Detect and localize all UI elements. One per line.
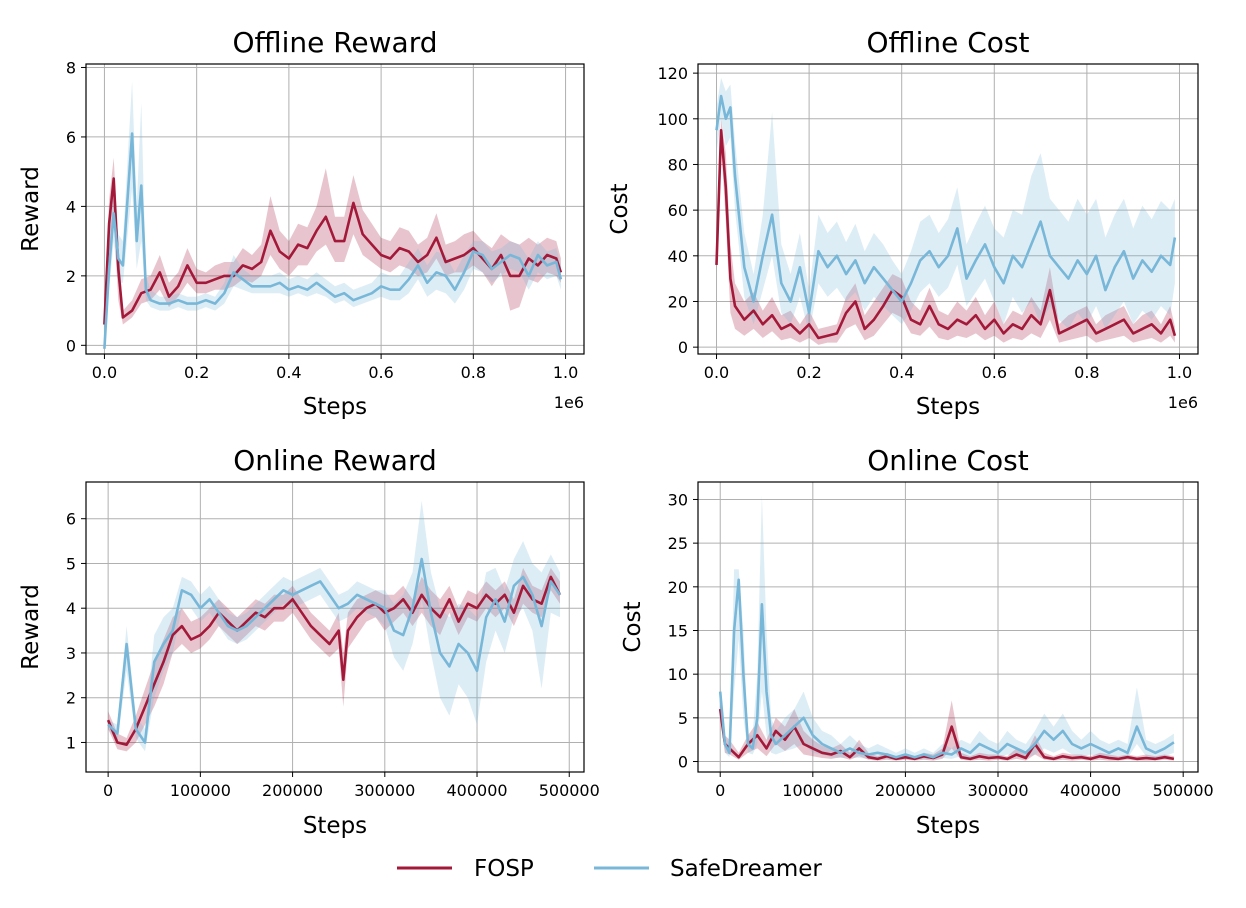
offline-cost-line-fosp (715, 128, 1177, 340)
legend-label-safedreamer: SafeDreamer (670, 856, 822, 882)
offline-cost-band-safedreamer (716, 77, 1175, 334)
offline-cost-xtick-label: 0.4 (889, 363, 914, 382)
online-cost-ytick-label: 10 (668, 665, 688, 684)
online-cost-ytick-label: 25 (668, 534, 688, 553)
online-reward-xtick-label: 0 (103, 781, 113, 800)
online-cost-xtick-label: 400000 (1060, 781, 1121, 800)
offline-reward-xtick-label: 0.4 (276, 363, 301, 382)
offline-cost-ytick-label: 0 (678, 338, 688, 357)
online-reward-ytick-label: 4 (66, 599, 76, 618)
online-reward-line-safedreamer (107, 557, 562, 744)
online-cost-ytick-label: 5 (678, 709, 688, 728)
online-reward-chart: 0 100000 200000 300000 400000 500000 1 2 3 4 5 6 Onl… (18, 444, 600, 839)
offline-cost-ytick-label: 120 (657, 64, 688, 83)
legend: FOSP SafeDreamer (397, 856, 822, 882)
offline-reward-title: Offline Reward (232, 26, 437, 59)
online-cost-ytick-label: 15 (668, 621, 688, 640)
offline-cost-xtick-label: 1.0 (1167, 363, 1192, 382)
online-cost-plot-area (718, 495, 1175, 761)
offline-reward-band-safedreamer (104, 81, 561, 353)
online-reward-xtick-label: 500000 (539, 781, 600, 800)
online-reward-xtick-label: 200000 (262, 781, 323, 800)
online-cost-title: Online Cost (867, 444, 1028, 477)
online-reward-plot-area (106, 500, 562, 752)
offline-cost-x-multiplier: 1e6 (1168, 393, 1198, 412)
online-cost-xlabel: Steps (916, 813, 980, 839)
offline-cost-xtick-label: 0.6 (982, 363, 1007, 382)
online-cost-xtick-label: 300000 (967, 781, 1028, 800)
online-reward-xtick-label: 400000 (446, 781, 507, 800)
online-reward-band-safedreamer (108, 500, 560, 752)
offline-cost-line-safedreamer (715, 94, 1177, 315)
online-reward-line-fosp (106, 575, 562, 746)
offline-reward-chart: 0.0 0.2 0.4 0.6 0.8 1.0 0 2 4 6 8 Offline Reward Ste… (18, 26, 585, 420)
offline-reward-x-multiplier: 1e6 (554, 393, 584, 412)
offline-cost-chart: 0.0 0.2 0.4 0.6 0.8 1.0 0 20 40 60 80 100 120 Offline… (607, 26, 1199, 420)
offline-cost-ytick-label: 100 (657, 110, 688, 129)
online-cost-frame (697, 481, 1199, 773)
offline-cost-xtick-label: 0.2 (796, 363, 821, 382)
offline-reward-ytick-label: 2 (66, 267, 76, 286)
offline-reward-ylabel: Reward (18, 166, 44, 252)
offline-reward-band-fosp (104, 157, 561, 328)
offline-reward-ytick-label: 8 (66, 58, 76, 77)
offline-cost-ytick-label: 60 (668, 201, 688, 220)
offline-reward-plot-area (103, 81, 563, 353)
offline-reward-line-safedreamer (103, 132, 563, 349)
offline-reward-xtick-label: 1.0 (553, 363, 578, 382)
online-cost-ytick-label: 20 (668, 578, 688, 597)
online-reward-ytick-label: 2 (66, 689, 76, 708)
offline-reward-ytick-label: 0 (66, 336, 76, 355)
online-reward-xtick-label: 100000 (170, 781, 231, 800)
online-cost-band-fosp (720, 700, 1174, 761)
online-cost-line-safedreamer (718, 578, 1175, 759)
offline-cost-ytick-label: 40 (668, 247, 688, 266)
offline-cost-frame (697, 63, 1199, 355)
offline-cost-ytick-label: 20 (668, 292, 688, 311)
offline-reward-xtick-label: 0.6 (368, 363, 393, 382)
online-cost-xtick-label: 0 (715, 781, 725, 800)
online-reward-ytick-label: 6 (66, 510, 76, 529)
offline-reward-ytick-label: 6 (66, 128, 76, 147)
offline-cost-xlabel: Steps (916, 394, 980, 420)
online-reward-ytick-label: 5 (66, 554, 76, 573)
online-cost-line-fosp (718, 708, 1175, 761)
online-cost-chart: 0 100000 200000 300000 400000 500000 0 5 10 15 20 2… (620, 444, 1214, 839)
offline-reward-xlabel: Steps (303, 394, 367, 420)
online-reward-title: Online Reward (233, 444, 437, 477)
online-cost-xtick-label: 100000 (782, 781, 843, 800)
online-reward-xlabel: Steps (303, 813, 367, 839)
online-reward-ylabel: Reward (18, 584, 44, 670)
offline-cost-ytick-label: 80 (668, 155, 688, 174)
offline-cost-title: Offline Cost (866, 26, 1029, 59)
offline-reward-xtick-label: 0.2 (184, 363, 209, 382)
online-cost-xtick-label: 200000 (875, 781, 936, 800)
offline-cost-xtick-label: 0.0 (704, 363, 729, 382)
offline-cost-xtick-label: 0.8 (1074, 363, 1099, 382)
online-reward-frame (85, 481, 585, 773)
online-cost-ytick-label: 0 (678, 753, 688, 772)
online-cost-ytick-label: 30 (668, 490, 688, 509)
offline-reward-ytick-label: 4 (66, 197, 76, 216)
online-reward-ytick-label: 1 (66, 733, 76, 752)
online-cost-band-safedreamer (720, 495, 1174, 760)
offline-reward-frame (85, 63, 585, 355)
offline-reward-xtick-label: 0.8 (461, 363, 486, 382)
online-cost-xtick-label: 500000 (1153, 781, 1214, 800)
legend-label-fosp: FOSP (474, 856, 534, 882)
online-cost-ylabel: Cost (620, 601, 646, 652)
offline-cost-ylabel: Cost (607, 183, 633, 234)
offline-cost-plot-area (715, 77, 1177, 345)
online-reward-xtick-label: 300000 (354, 781, 415, 800)
offline-reward-xtick-label: 0.0 (92, 363, 117, 382)
online-reward-ytick-label: 3 (66, 644, 76, 663)
